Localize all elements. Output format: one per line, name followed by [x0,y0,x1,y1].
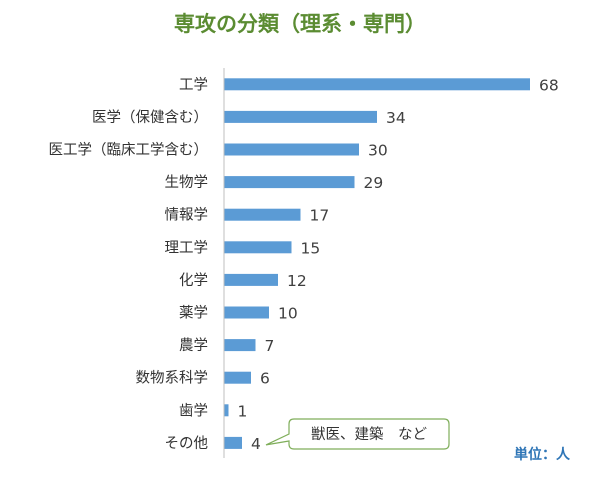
unit-label: 単位：人 [514,447,570,463]
category-label: 理工学 [165,239,209,256]
annotation-callout [265,418,450,450]
category-label: 農学 [179,337,208,354]
chart-title: 専攻の分類（理系・専門） [174,12,426,36]
data-label: 29 [364,174,384,192]
category-label: その他 [165,435,209,452]
data-label: 68 [539,76,559,94]
bar [224,306,269,319]
bar [224,143,359,156]
data-label: 34 [386,109,406,127]
category-label: 化学 [179,272,208,289]
category-label: 数物系科学 [136,370,209,387]
bar [224,110,377,123]
bar [224,78,530,91]
annotation-text: 獣医、建築 など [311,425,427,443]
bar [224,371,251,384]
data-label: 17 [310,207,330,225]
category-label: 歯学 [179,402,208,419]
data-label: 12 [287,272,307,290]
bar [224,176,355,189]
category-label: 医学（保健含む） [92,109,208,126]
bar [224,208,301,221]
data-label: 6 [260,370,270,388]
bar [224,436,242,449]
data-label: 30 [368,142,388,160]
bar [224,404,229,417]
category-label: 工学 [179,76,208,93]
data-label: 1 [238,402,248,420]
category-label: 情報学 [165,207,209,224]
data-label: 4 [251,435,261,453]
bar [224,339,256,352]
data-label: 15 [301,239,321,257]
bar [224,273,278,286]
category-label: 生物学 [165,174,209,191]
data-label: 7 [265,337,275,355]
bar [224,241,292,254]
category-label: 医工学（臨床工学含む） [49,142,209,159]
category-label: 薬学 [179,305,208,322]
data-label: 10 [278,305,298,323]
